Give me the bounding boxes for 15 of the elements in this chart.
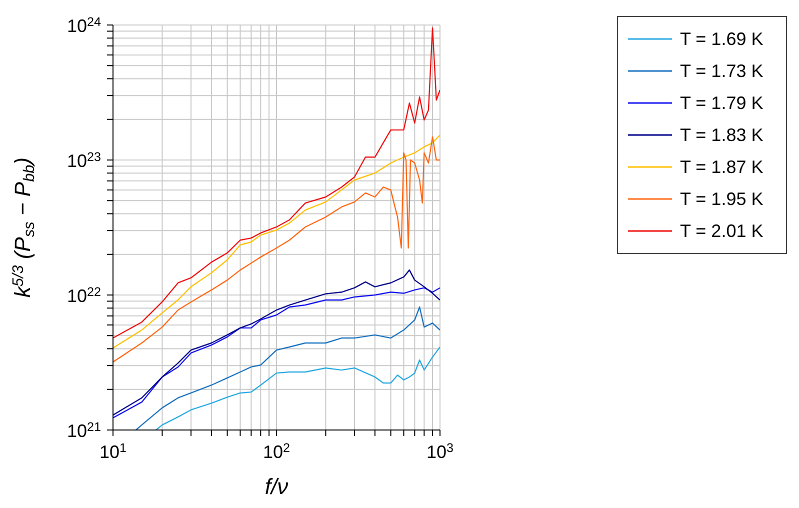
legend-label: T = 1.73 K — [680, 60, 764, 82]
y-tick-label: 10$^{24}$ — [66, 15, 101, 36]
y-tick-label: 10$^{23}$ — [66, 150, 101, 171]
x-tick-label: 10$^{3}$ — [426, 441, 454, 462]
x-tick-label: 10$^{2}$ — [262, 441, 290, 462]
legend-label: T = 1.87 K — [680, 156, 764, 178]
y-tick-label: 10$^{21}$ — [66, 420, 101, 441]
legend-label: T = 1.95 K — [680, 188, 764, 210]
legend-label: T = 2.01 K — [680, 220, 764, 242]
legend-label: T = 1.83 K — [680, 124, 764, 146]
legend-label: T = 1.79 K — [680, 92, 764, 114]
legend-label: T = 1.69 K — [680, 28, 764, 50]
x-tick-label: 10$^{1}$ — [99, 441, 127, 462]
x-axis-title: f/ν — [264, 474, 288, 499]
y-tick-label: 10$^{22}$ — [66, 285, 101, 306]
